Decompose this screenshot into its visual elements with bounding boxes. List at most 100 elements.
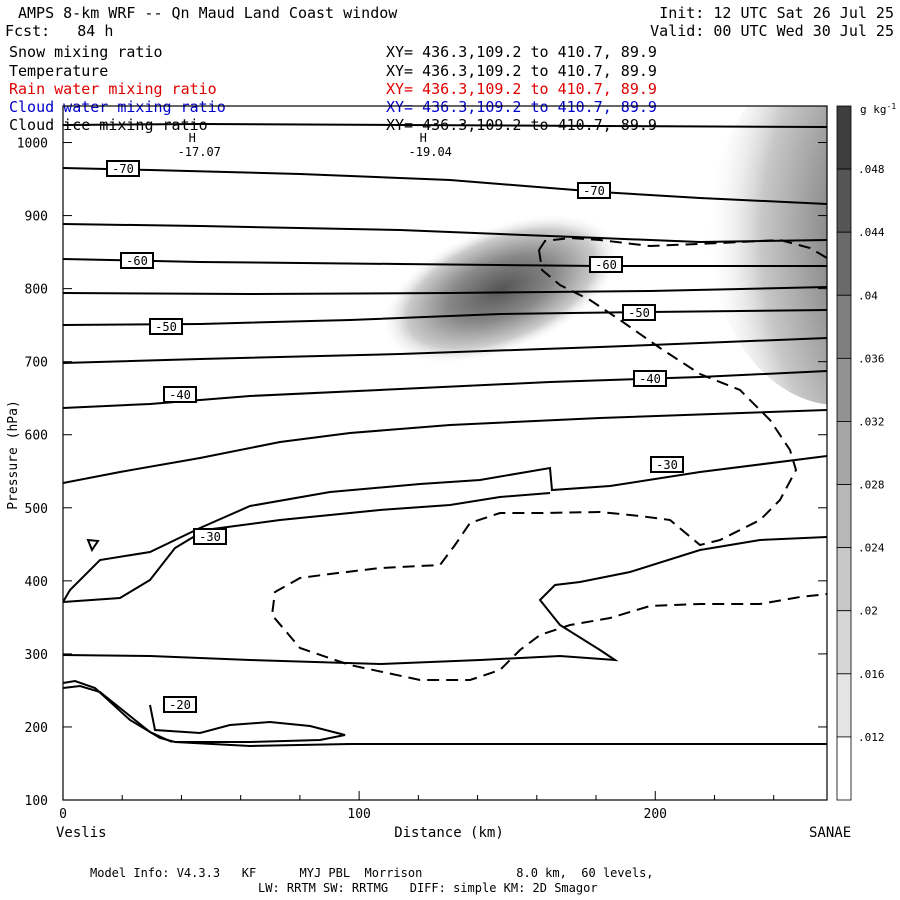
colorbar-cell xyxy=(836,231,852,296)
colorbar-cell xyxy=(836,484,852,549)
contour-label-bg xyxy=(633,370,667,387)
x-tick-label: 0 xyxy=(59,807,67,822)
colorbar-tick-label: .02 xyxy=(858,605,878,618)
colorbar-tick-label: .032 xyxy=(858,415,885,428)
contour-label-bg xyxy=(577,182,611,199)
colorbar: .048 .044 .04 .036 .032 .028 .024 .02 .016 .012 xyxy=(836,105,885,801)
temperature-contour xyxy=(63,409,827,484)
model-info-line2: LW: RRTM SW: RRTMG DIFF: simple KM: 2D S… xyxy=(258,881,598,895)
y-tick-label: 800 xyxy=(25,283,48,298)
colorbar-tick-label: .044 xyxy=(858,226,885,239)
var-xy-snow: XY= 436.3,109.2 to 410.7, 89.9 xyxy=(386,43,657,61)
colorbar-tick-label: .036 xyxy=(858,352,885,365)
colorbar-cell xyxy=(836,547,852,612)
colorbar-cell xyxy=(836,168,852,233)
temperature-contour xyxy=(63,122,827,128)
y-tick-label: 300 xyxy=(25,648,48,663)
contour-label: -40 xyxy=(169,388,191,402)
contour-label-bg xyxy=(163,386,197,403)
temperature-contour xyxy=(63,370,827,409)
colorbar-tick-label: .024 xyxy=(858,542,885,555)
y-axis-label: Pressure (hPa) xyxy=(6,400,21,510)
colorbar-cell xyxy=(836,357,852,422)
var-name-cloudwater: Cloud water mixing ratio xyxy=(9,98,226,116)
contour-label-bg xyxy=(106,160,140,177)
temperature-contour xyxy=(63,223,827,244)
x-tick-label: 100 xyxy=(347,807,370,822)
var-name-temperature: Temperature xyxy=(9,62,109,80)
contour-label: -50 xyxy=(628,306,650,320)
contour-label: -30 xyxy=(199,530,221,544)
colorbar-tick-label: .04 xyxy=(858,289,878,302)
contour-label: -50 xyxy=(155,320,177,334)
temperature-contour xyxy=(149,704,346,743)
y-tick-label: 600 xyxy=(25,429,48,444)
contour-label-bg xyxy=(149,318,183,335)
model-info-line1: Model Info: V4.3.3 KF MYJ PBL Morrison 8… xyxy=(90,866,654,880)
colorbar-tick-label: .028 xyxy=(858,479,885,492)
colorbar-cell xyxy=(836,610,852,675)
contour-label-bg xyxy=(622,304,656,321)
y-tick-label: 500 xyxy=(25,502,48,517)
snow-maximum-central xyxy=(382,214,620,364)
contour-label-bg xyxy=(650,456,684,473)
contour-label-bg xyxy=(589,256,623,273)
valid-time: Valid: 00 UTC Wed 30 Jul 25 xyxy=(650,22,894,40)
contour-label-bg xyxy=(163,696,197,713)
init-time: Init: 12 UTC Sat 26 Jul 25 xyxy=(659,4,894,22)
var-xy-cloudwater: XY= 436.3,109.2 to 410.7, 89.9 xyxy=(386,98,657,116)
temperature-contour xyxy=(63,684,173,743)
temperature-contour xyxy=(63,167,827,205)
contour-label: -70 xyxy=(112,162,134,176)
var-name-rain: Rain water mixing ratio xyxy=(9,80,217,98)
temperature-contour xyxy=(63,536,827,666)
colorbar-cell xyxy=(836,421,852,485)
forecast-hour: Fcst: 84 h xyxy=(5,22,114,40)
var-name-snow: Snow mixing ratio xyxy=(9,43,163,61)
end-location-label: SANAE xyxy=(809,825,851,841)
contour-label: -60 xyxy=(595,258,617,272)
y-tick-label: 100 xyxy=(25,794,48,809)
x-tick-label: 200 xyxy=(644,807,667,822)
y-tick-label: 1000 xyxy=(17,137,48,152)
extremum-marker: H xyxy=(189,131,196,145)
y-tick-label: 200 xyxy=(25,721,48,736)
temperature-contour xyxy=(63,455,827,603)
start-location-label: Veslis xyxy=(56,825,107,841)
temperature-contour xyxy=(63,258,827,267)
snow-maximum-east xyxy=(709,106,827,405)
colorbar-tick-label: .048 xyxy=(858,163,885,176)
contour-label: -60 xyxy=(126,254,148,268)
app-title: AMPS 8-km WRF -- Qn Maud Land Coast wind… xyxy=(18,4,398,22)
colorbar-tick-label: .016 xyxy=(858,668,885,681)
contour-label: -30 xyxy=(656,458,678,472)
temperature-contour xyxy=(63,337,827,364)
contour-label-bg xyxy=(193,528,227,545)
var-xy-temperature: XY= 436.3,109.2 to 410.7, 89.9 xyxy=(386,62,657,80)
temperature-contour xyxy=(63,286,827,296)
contour-label-bg xyxy=(120,252,154,269)
var-xy-rain: XY= 436.3,109.2 to 410.7, 89.9 xyxy=(386,80,657,98)
contour-label: -40 xyxy=(639,372,661,386)
contour-label: -70 xyxy=(583,184,605,198)
colorbar-cell xyxy=(836,736,852,801)
cloud-ice-contour xyxy=(538,236,827,259)
y-tick-label: 700 xyxy=(25,356,48,371)
temperature-contour xyxy=(86,538,100,553)
plot-frame xyxy=(62,105,828,801)
colorbar-cell xyxy=(836,105,852,170)
extremum-value: -19.04 xyxy=(409,145,452,159)
extremum-value: -17.07 xyxy=(178,145,221,159)
extremum-marker: H xyxy=(420,131,427,145)
temperature-contour xyxy=(63,492,551,603)
temperature-contour xyxy=(63,679,827,748)
y-tick-label: 900 xyxy=(25,210,48,225)
colorbar-tick-label: .012 xyxy=(858,731,885,744)
contour-label: -20 xyxy=(23,675,45,689)
x-axis-label: Distance (km) xyxy=(394,825,504,841)
colorbar-unit: g kg-1 xyxy=(860,102,896,116)
contour-label-bg xyxy=(18,674,50,689)
contour-label: -20 xyxy=(169,698,191,712)
cloud-ice-contour xyxy=(270,249,827,681)
